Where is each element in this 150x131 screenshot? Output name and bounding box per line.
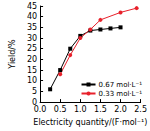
svg-text:15: 15 <box>27 66 37 75</box>
svg-text:0.67 mol·L⁻¹: 0.67 mol·L⁻¹ <box>99 81 143 89</box>
svg-text:0.0: 0.0 <box>34 105 47 114</box>
svg-text:2.5: 2.5 <box>134 105 147 114</box>
svg-text:1.5: 1.5 <box>94 105 107 114</box>
svg-text:20: 20 <box>27 55 37 64</box>
svg-text:35: 35 <box>27 23 37 32</box>
svg-text:Electricity quantity/(F·mol⁻¹): Electricity quantity/(F·mol⁻¹) <box>33 118 147 127</box>
svg-text:5: 5 <box>32 87 37 96</box>
svg-text:25: 25 <box>27 44 37 53</box>
svg-text:40: 40 <box>27 12 37 21</box>
svg-text:45: 45 <box>27 2 37 11</box>
svg-text:0.33 mol·L⁻¹: 0.33 mol·L⁻¹ <box>99 90 143 98</box>
svg-text:10: 10 <box>27 76 37 85</box>
svg-text:2.0: 2.0 <box>114 105 127 114</box>
svg-text:0: 0 <box>32 97 38 107</box>
svg-text:30: 30 <box>27 34 37 43</box>
svg-text:1.0: 1.0 <box>74 105 87 114</box>
svg-text:Yield/%: Yield/% <box>8 39 17 70</box>
svg-text:0.5: 0.5 <box>54 105 67 114</box>
